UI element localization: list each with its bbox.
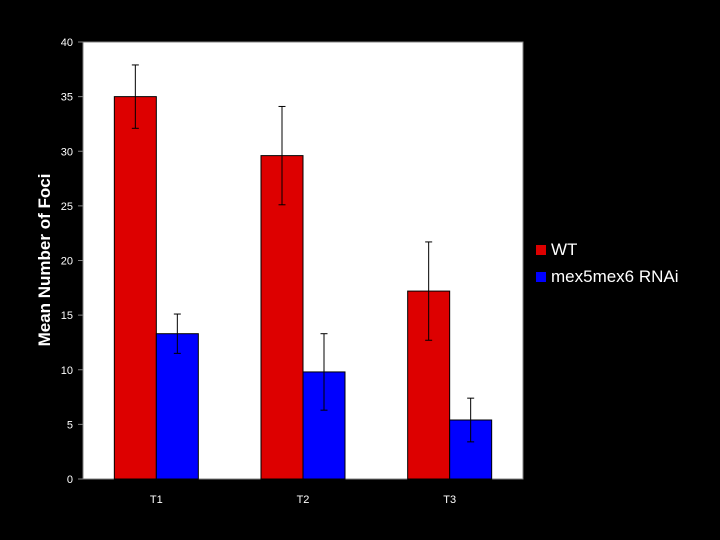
bar-rnai-t2 [302, 371, 346, 480]
legend-label-rnai: mex5mex6 RNAi [551, 266, 679, 286]
y-tick-label: 0 [67, 474, 73, 486]
y-tick-label: 30 [61, 146, 73, 158]
y-tick-label: 15 [61, 310, 73, 322]
legend: WT mex5mex6 RNAi [536, 236, 679, 290]
legend-swatch-wt [536, 244, 546, 255]
bar-wt-t2 [260, 155, 304, 480]
x-axis: T1 T2 T3 [150, 494, 456, 506]
x-tick-label: T1 [150, 494, 163, 506]
y-tick-label: 20 [61, 256, 73, 268]
y-tick-label: 10 [61, 365, 73, 377]
bar-wt-t1 [113, 96, 157, 480]
y-tick-label: 40 [61, 37, 73, 49]
y-tick-label: 5 [67, 419, 73, 431]
error-bars-group [131, 64, 475, 443]
legend-item-wt: WT [536, 236, 679, 263]
legend-item-rnai: mex5mex6 RNAi [536, 263, 679, 290]
legend-label-wt: WT [551, 239, 578, 259]
y-tick-label: 35 [61, 92, 73, 104]
bar-rnai-t1 [155, 333, 199, 480]
y-axis: 0 5 10 15 20 25 30 35 40 [61, 37, 83, 486]
legend-swatch-rnai [536, 271, 546, 282]
y-tick-label: 25 [61, 201, 73, 213]
x-tick-label: T2 [297, 494, 310, 506]
y-axis-label: Mean Number of Foci [35, 174, 54, 347]
x-tick-label: T3 [443, 494, 456, 506]
